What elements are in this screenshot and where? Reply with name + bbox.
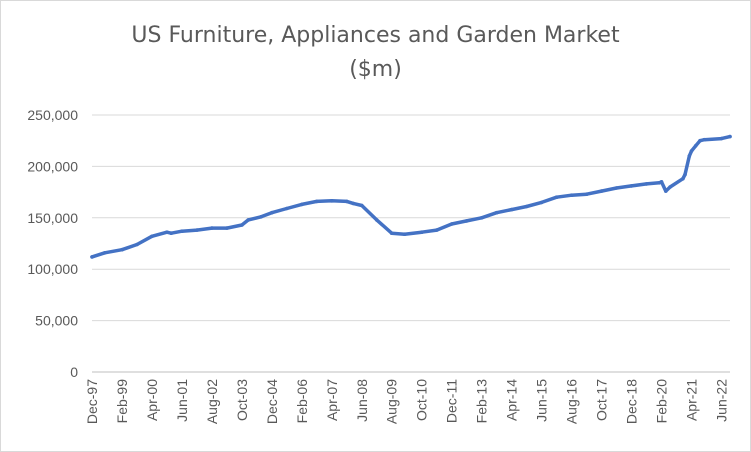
x-tick-label: Feb-20 (653, 379, 669, 424)
data-point (434, 228, 439, 232)
data-point (270, 210, 274, 215)
data-point (246, 218, 251, 222)
data-point (494, 210, 499, 215)
data-point (668, 185, 672, 189)
data-point (479, 216, 484, 220)
data-point (180, 229, 184, 233)
data-point (659, 180, 664, 184)
data-point (464, 219, 469, 223)
data-point (539, 200, 544, 205)
y-tick-label: 150,000 (27, 210, 78, 226)
data-point (195, 228, 199, 232)
y-tick-label: 250,000 (27, 107, 78, 123)
x-tick-label: Feb-99 (114, 379, 130, 424)
data-point (169, 231, 173, 235)
x-axis-tick-labels: Dec-97 Feb-99 Apr-00 Jun-01 Aug-02 Oct-03 Dec-… (84, 379, 729, 424)
data-point (330, 199, 334, 203)
x-tick-label: Feb-13 (474, 379, 490, 424)
x-tick-label: Dec-04 (264, 379, 280, 424)
data-point (150, 234, 154, 239)
data-point (300, 202, 304, 207)
x-tick-label: Apr-14 (504, 379, 520, 421)
data-point (351, 201, 356, 206)
data-point (664, 189, 668, 193)
x-tick-label: Apr-07 (324, 379, 340, 421)
y-tick-label: 50,000 (35, 313, 78, 329)
data-point (698, 138, 702, 143)
data-point (165, 230, 169, 234)
x-tick-label: Oct-03 (234, 379, 250, 421)
data-point (120, 247, 124, 252)
data-point (614, 186, 619, 190)
x-tick-label: Apr-21 (683, 379, 699, 421)
series-group (90, 134, 732, 259)
data-point (259, 215, 263, 219)
data-point (644, 182, 649, 186)
x-tick-label: Dec-11 (444, 379, 460, 423)
x-tick-label: Oct-17 (594, 379, 610, 421)
data-point (719, 136, 724, 141)
data-point (374, 218, 379, 222)
data-point (225, 226, 229, 230)
data-point (629, 184, 634, 188)
data-point (702, 137, 707, 142)
data-point (90, 255, 94, 259)
data-point (389, 231, 394, 235)
x-tick-label: Dec-97 (84, 379, 100, 424)
data-point (240, 223, 244, 227)
chart-title-line-2: ($m) (349, 57, 402, 82)
data-point (681, 176, 685, 181)
data-point (584, 192, 589, 196)
x-tick-label: Aug-09 (384, 379, 400, 424)
data-point (687, 154, 692, 158)
data-point (315, 199, 319, 204)
data-point (449, 222, 454, 226)
gridlines (92, 114, 730, 373)
y-axis-tick-labels: 0 50,000 100,000 150,000 200,000 250,000 (27, 107, 78, 380)
x-tick-label: Jun-15 (534, 379, 550, 422)
x-tick-label: Apr-00 (144, 379, 160, 421)
x-tick-label: Oct-10 (414, 379, 430, 421)
data-point (360, 203, 364, 208)
x-tick-label: Jun-22 (713, 379, 729, 422)
data-point (402, 232, 407, 236)
x-tick-label: Jun-01 (174, 379, 190, 422)
y-tick-label: 0 (70, 364, 78, 380)
data-point (103, 251, 107, 255)
data-point (345, 199, 349, 204)
data-point (135, 242, 139, 247)
data-point (569, 193, 574, 197)
data-point (524, 204, 529, 209)
data-point (728, 134, 732, 139)
data-point (210, 226, 214, 230)
series-line (90, 134, 732, 259)
y-tick-label: 200,000 (27, 158, 78, 174)
data-point (419, 230, 424, 234)
x-tick-label: Aug-02 (204, 379, 220, 424)
data-point (683, 172, 687, 177)
data-point (689, 149, 694, 153)
data-point (509, 207, 514, 212)
data-point (693, 144, 698, 148)
data-point (285, 206, 289, 211)
x-tick-label: Jun-08 (354, 379, 370, 422)
x-tick-label: Aug-16 (564, 379, 580, 424)
data-point (554, 195, 559, 199)
x-tick-label: Dec-18 (624, 379, 640, 424)
chart-title: US Furniture, Appliances and Garden Mark… (1, 19, 750, 87)
data-point (599, 189, 604, 193)
y-tick-label: 100,000 (27, 261, 78, 277)
x-tick-label: Feb-06 (294, 379, 310, 424)
chart-title-line-1: US Furniture, Appliances and Garden Mark… (131, 23, 620, 48)
